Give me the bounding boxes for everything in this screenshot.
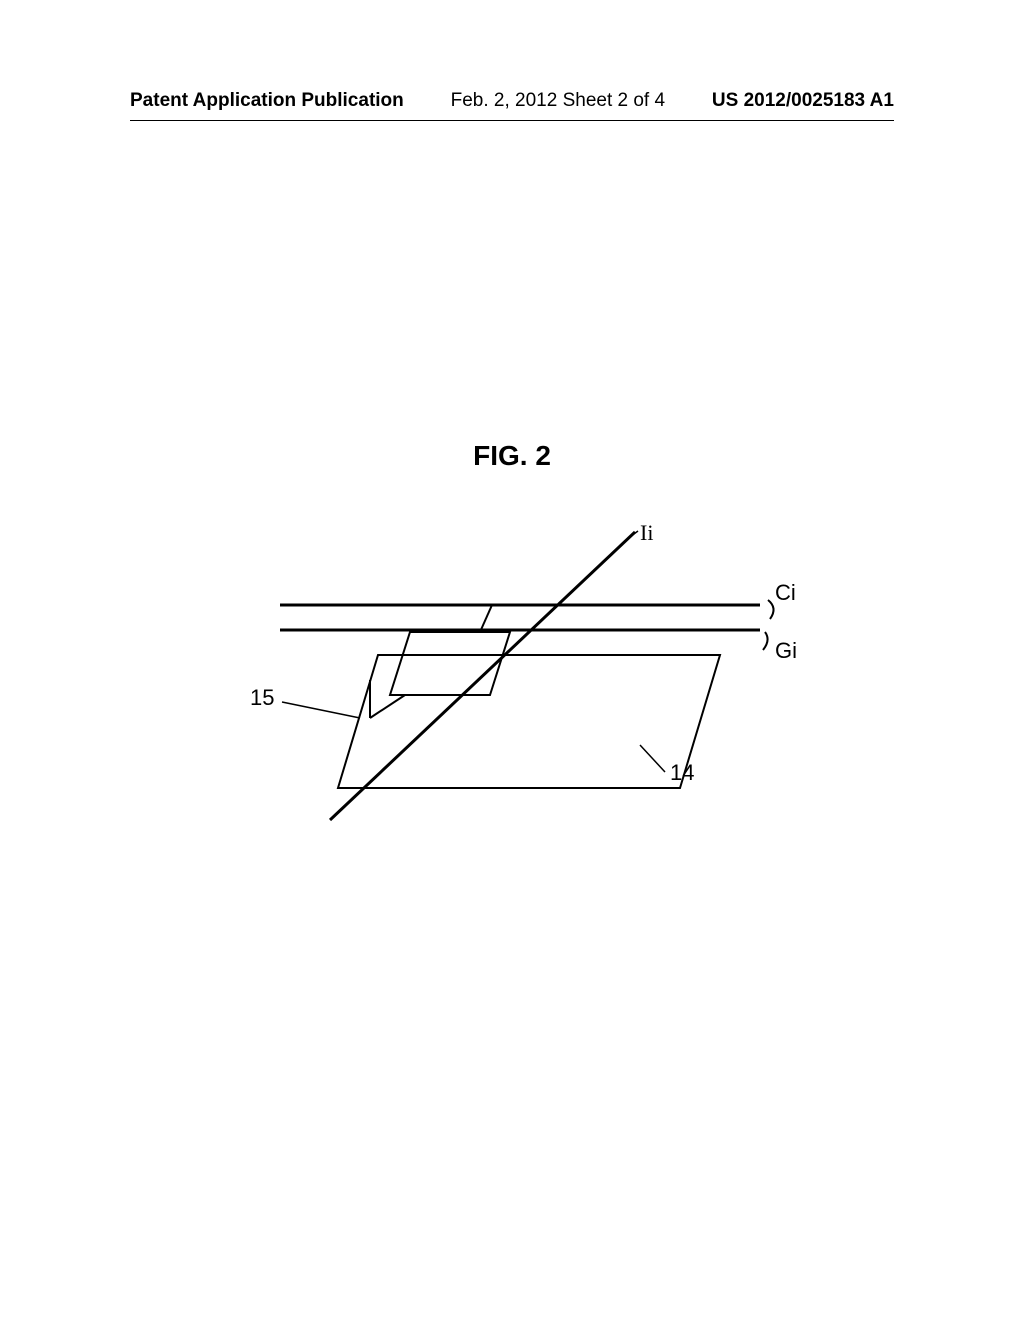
label-ci: Ci xyxy=(775,580,796,606)
figure-title: FIG. 2 xyxy=(0,440,1024,472)
line-ii xyxy=(330,532,635,820)
header-left: Patent Application Publication xyxy=(130,90,404,112)
leader-15 xyxy=(282,702,360,718)
label-15: 15 xyxy=(250,685,274,711)
connector-ci-small xyxy=(480,605,492,632)
header-center: Feb. 2, 2012 Sheet 2 of 4 xyxy=(451,90,665,112)
figure-container: Ii Ci Gi 15 14 xyxy=(220,520,820,860)
label-gi: Gi xyxy=(775,638,797,664)
curve-ci xyxy=(768,600,774,619)
connector-small-large xyxy=(370,695,405,718)
figure-svg xyxy=(220,520,820,860)
leader-14 xyxy=(640,745,665,772)
label-ii: Ii xyxy=(640,520,653,546)
curve-gi xyxy=(763,632,768,650)
label-14: 14 xyxy=(670,760,694,786)
header-right: US 2012/0025183 A1 xyxy=(712,90,894,112)
page-header: Patent Application Publication Feb. 2, 2… xyxy=(0,90,1024,112)
pixel-rect-large xyxy=(338,655,720,788)
header-rule xyxy=(130,120,894,121)
transistor-rect-small xyxy=(390,632,510,695)
leader-ii xyxy=(627,531,638,539)
